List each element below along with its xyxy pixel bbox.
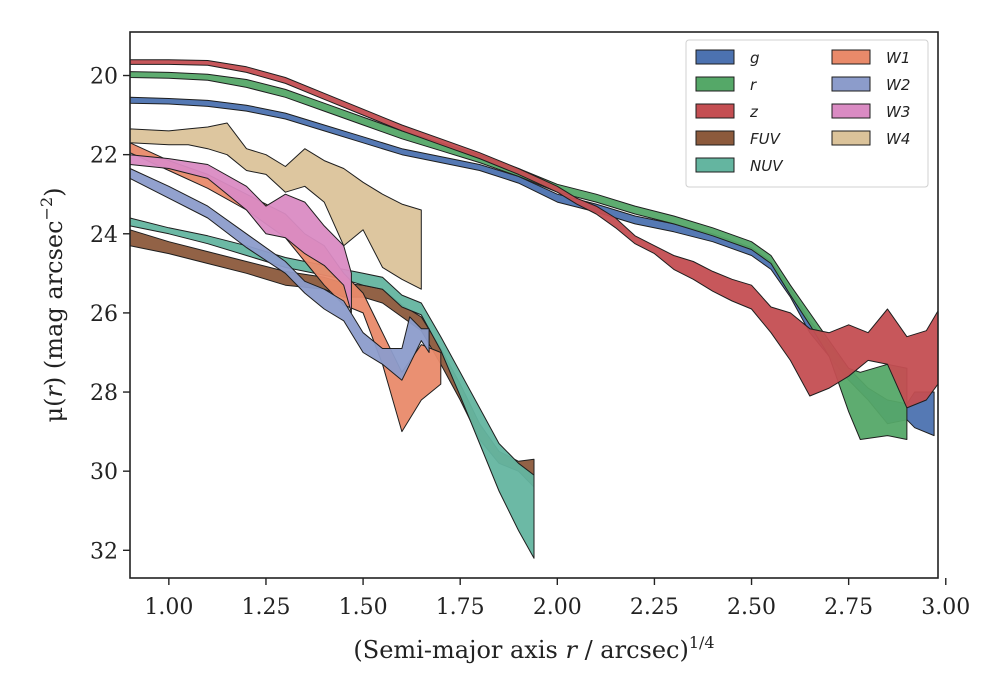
x-tick-label: 1.25 — [241, 595, 290, 620]
x-axis-label: (Semi-major axis r / arcsec)1/4 — [353, 633, 714, 664]
y-tick-label: 22 — [90, 144, 118, 169]
y-tick-label: 32 — [90, 539, 118, 564]
band-w2 — [129, 168, 430, 381]
x-tick-label: 2.25 — [630, 595, 679, 620]
plot-frame — [129, 31, 939, 579]
band-w3 — [129, 154, 352, 314]
y-tick-label: 24 — [90, 223, 118, 248]
legend-swatch-w1 — [831, 49, 871, 65]
y-tick-label: 26 — [90, 302, 118, 327]
legend-swatch-g — [695, 49, 735, 65]
x-tick-label: 3.00 — [921, 595, 970, 620]
x-tick-label: 1.00 — [144, 595, 193, 620]
x-tick-label: 2.75 — [824, 595, 873, 620]
legend-label-w2: W2 — [886, 76, 910, 94]
legend-label-w4: W4 — [886, 130, 910, 148]
legend-label-z: z — [749, 103, 759, 121]
legend-swatch-w2 — [831, 76, 871, 92]
legend-swatch-w4 — [831, 130, 871, 146]
legend-label-nuv: NUV — [750, 157, 784, 175]
legend-label-r: r — [750, 76, 757, 94]
y-axis-label: μ(r) (mag arcsec−2) — [37, 187, 68, 422]
legend-swatch-z — [695, 103, 735, 119]
y-axis-ticks: 20 22 24 26 28 30 32 — [90, 65, 130, 564]
x-axis-ticks: 1.00 1.25 1.50 1.75 2.00 2.25 2.50 2.75 3.00 — [144, 578, 970, 620]
y-tick-label: 30 — [90, 460, 118, 485]
band-w4 — [129, 122, 422, 290]
x-tick-label: 2.50 — [727, 595, 776, 620]
legend-swatch-fuv — [695, 130, 735, 146]
legend-swatch-nuv — [695, 157, 735, 173]
y-tick-label: 20 — [90, 65, 118, 90]
x-tick-label: 1.50 — [339, 595, 388, 620]
legend: grz FUV NUV W1 W2 W3 W4 — [685, 39, 929, 188]
legend-swatch-r — [695, 76, 735, 92]
legend-label-fuv: FUV — [750, 130, 782, 148]
legend-label-w1: W1 — [886, 49, 910, 67]
x-tick-label: 2.00 — [533, 595, 582, 620]
y-tick-label: 28 — [90, 381, 118, 406]
profile-bands — [129, 59, 939, 559]
x-tick-label: 1.75 — [436, 595, 485, 620]
legend-swatch-w3 — [831, 103, 871, 119]
legend-label-w3: W3 — [886, 103, 910, 121]
legend-label-g: g — [750, 49, 760, 67]
